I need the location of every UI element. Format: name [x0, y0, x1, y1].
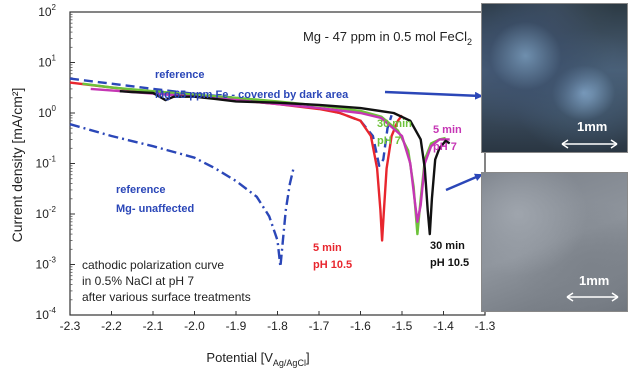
- x-tick-label: -1.5: [392, 319, 413, 333]
- micrograph-unaffected: 1mm: [481, 172, 628, 312]
- y-tick-label: 10-3: [36, 256, 57, 272]
- x-tick-label: -2.0: [184, 319, 205, 333]
- annotation-red-ph: pH 10.5: [313, 259, 352, 271]
- scale-bar-top-label: 1mm: [577, 119, 608, 134]
- description-line-2: in 0.5% NaCl at pH 7: [82, 274, 194, 288]
- annotation-green-time: 30 min: [377, 118, 412, 130]
- annotation-reference-top-desc: Mg 65 ppm Fe - covered by dark area: [155, 89, 349, 101]
- chart-title-text: Mg - 47 ppm in 0.5 mol FeCl: [303, 29, 467, 44]
- annotation-black-time: 30 min: [430, 240, 465, 252]
- chart-title: Mg - 47 ppm in 0.5 mol FeCl2: [303, 29, 472, 47]
- annotation-green-ph: pH 7: [377, 135, 401, 147]
- x-tick-label: -1.8: [267, 319, 288, 333]
- y-axis: 102 101 100 10-1 10-2 10-3 10-4: [36, 3, 75, 322]
- annotation-red-time: 5 min: [313, 242, 342, 254]
- series-layer: [69, 77, 451, 268]
- annotation-magenta-ph: pH 7: [433, 141, 457, 153]
- annotation-reference-top: reference: [155, 69, 205, 81]
- x-tick-label: -2.1: [143, 319, 164, 333]
- scale-bar-bottom-icon: [566, 292, 619, 302]
- x-tick-label: -1.9: [226, 319, 247, 333]
- series-line-1: [69, 123, 296, 268]
- x-tick-label: -1.4: [433, 319, 454, 333]
- description-line-3: after various surface treatments: [82, 290, 251, 304]
- annotations: reference Mg 65 ppm Fe - covered by dark…: [116, 69, 469, 271]
- scale-bar-bottom-label: 1mm: [579, 273, 610, 288]
- annotation-magenta-time: 5 min: [433, 124, 462, 136]
- x-axis-label-suffix: ]: [306, 350, 310, 365]
- y-tick-label: 101: [38, 54, 56, 70]
- chart-title-subscript: 2: [467, 37, 472, 47]
- micrograph-covered: 1mm: [481, 3, 628, 153]
- y-tick-label: 10-2: [36, 205, 57, 221]
- arrow-bottom: [445, 173, 483, 192]
- x-axis-label: Potential [VAg/AgCl]: [206, 350, 309, 368]
- scale-bar-top-icon: [561, 139, 618, 149]
- annotation-reference-bottom: reference: [116, 184, 166, 196]
- x-axis: -2.3 -2.2 -2.1 -2.0 -1.9 -1.8 -1.7 -1.6 -1.5 -1.4…: [60, 311, 496, 333]
- series-line-5: [119, 90, 451, 236]
- y-tick-label: 102: [38, 3, 56, 19]
- description: cathodic polarization curve in 0.5% NaCl…: [82, 258, 251, 304]
- y-tick-label: 10-4: [36, 306, 57, 322]
- annotation-reference-bottom-desc: Mg- unaffected: [116, 203, 194, 215]
- x-tick-label: -1.3: [475, 319, 496, 333]
- annotation-black-ph: pH 10.5: [430, 257, 469, 269]
- y-tick-label: 10-1: [36, 155, 57, 171]
- x-tick-label: -2.2: [101, 319, 122, 333]
- x-tick-label: -2.3: [60, 319, 81, 333]
- x-tick-label: -1.7: [309, 319, 330, 333]
- arrow-top: [384, 90, 483, 100]
- x-tick-label: -1.6: [350, 319, 371, 333]
- y-tick-label: 100: [38, 104, 56, 120]
- series-line-3: [82, 82, 446, 236]
- description-line-1: cathodic polarization curve: [82, 258, 224, 272]
- plot-area: [69, 11, 486, 316]
- series-line-0: [69, 77, 393, 168]
- x-axis-label-subscript: Ag/AgCl: [273, 358, 306, 368]
- x-axis-label-text: Potential [V: [206, 350, 273, 365]
- y-axis-label: Current density [mA/cm²]: [9, 88, 25, 243]
